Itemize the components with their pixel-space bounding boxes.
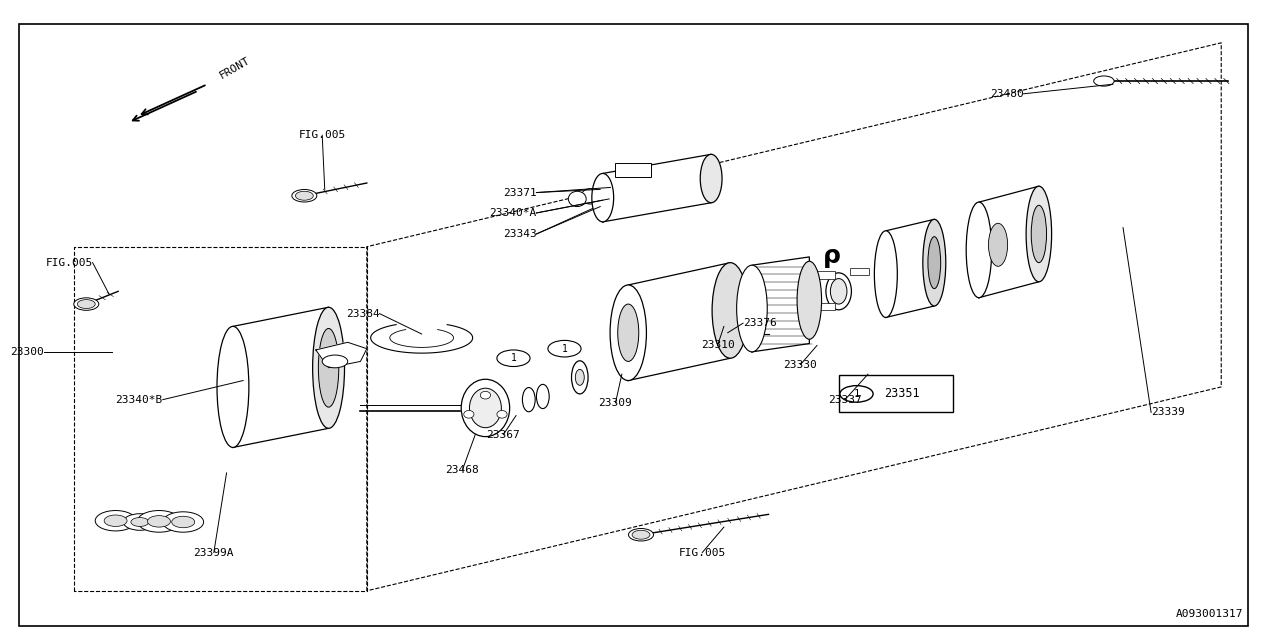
- Text: 23376: 23376: [742, 318, 777, 328]
- Text: 23339: 23339: [1151, 408, 1185, 417]
- Text: 23343: 23343: [503, 229, 536, 239]
- Text: 23340*A: 23340*A: [489, 208, 536, 218]
- Text: 1: 1: [854, 389, 860, 399]
- Ellipse shape: [470, 388, 502, 428]
- Polygon shape: [979, 186, 1039, 298]
- Text: 1: 1: [511, 353, 516, 364]
- Circle shape: [840, 386, 873, 402]
- Ellipse shape: [923, 220, 946, 306]
- Circle shape: [741, 330, 756, 338]
- Bar: [815, 271, 835, 278]
- Ellipse shape: [571, 361, 588, 394]
- Circle shape: [632, 531, 650, 540]
- Circle shape: [323, 355, 348, 368]
- Text: 23399A: 23399A: [193, 548, 234, 557]
- Circle shape: [104, 515, 127, 527]
- Circle shape: [628, 529, 654, 541]
- Ellipse shape: [737, 265, 767, 352]
- Ellipse shape: [988, 223, 1007, 266]
- Ellipse shape: [480, 392, 490, 399]
- Circle shape: [137, 511, 180, 532]
- Ellipse shape: [463, 410, 474, 418]
- Polygon shape: [233, 307, 329, 447]
- Ellipse shape: [461, 380, 509, 436]
- Polygon shape: [603, 154, 712, 222]
- Polygon shape: [316, 342, 367, 368]
- Polygon shape: [886, 220, 934, 317]
- Circle shape: [548, 340, 581, 357]
- Ellipse shape: [218, 326, 248, 447]
- Ellipse shape: [312, 307, 344, 428]
- Bar: [838, 376, 954, 412]
- Bar: [815, 303, 835, 310]
- Circle shape: [131, 518, 148, 527]
- Ellipse shape: [618, 304, 639, 362]
- Polygon shape: [751, 257, 809, 352]
- Text: 1: 1: [562, 344, 567, 354]
- Ellipse shape: [966, 202, 992, 298]
- Circle shape: [74, 298, 99, 310]
- Circle shape: [147, 516, 170, 527]
- Ellipse shape: [874, 231, 897, 317]
- Text: FIG.005: FIG.005: [45, 258, 92, 268]
- Polygon shape: [628, 262, 731, 381]
- Text: FIG.005: FIG.005: [298, 130, 346, 140]
- Ellipse shape: [1032, 205, 1047, 262]
- Circle shape: [123, 514, 156, 531]
- Text: 23468: 23468: [445, 465, 479, 475]
- Ellipse shape: [797, 261, 822, 339]
- Circle shape: [95, 511, 136, 531]
- Ellipse shape: [826, 273, 851, 310]
- Ellipse shape: [591, 173, 613, 222]
- Ellipse shape: [700, 154, 722, 203]
- Ellipse shape: [497, 410, 507, 418]
- Circle shape: [292, 189, 317, 202]
- Ellipse shape: [1027, 186, 1052, 282]
- Text: 23480: 23480: [989, 89, 1024, 99]
- Ellipse shape: [831, 278, 847, 304]
- Ellipse shape: [581, 189, 599, 204]
- Ellipse shape: [611, 285, 646, 381]
- Circle shape: [77, 300, 95, 308]
- Text: A093001317: A093001317: [1175, 609, 1243, 620]
- Text: 23309: 23309: [599, 398, 632, 408]
- Text: ρ: ρ: [823, 244, 841, 268]
- Ellipse shape: [319, 328, 339, 407]
- Text: FIG.005: FIG.005: [678, 548, 726, 557]
- Text: 23371: 23371: [503, 188, 536, 198]
- Ellipse shape: [575, 369, 584, 385]
- Circle shape: [296, 191, 314, 200]
- Text: 23310: 23310: [700, 340, 735, 351]
- Text: 23330: 23330: [783, 360, 818, 370]
- Text: 23337: 23337: [828, 395, 861, 404]
- Ellipse shape: [568, 191, 586, 207]
- Text: FRONT: FRONT: [218, 56, 252, 81]
- Text: 23340*B: 23340*B: [115, 395, 163, 404]
- Text: 23351: 23351: [884, 387, 920, 401]
- Bar: [616, 163, 652, 177]
- Circle shape: [172, 516, 195, 528]
- Ellipse shape: [928, 237, 941, 289]
- Text: 23300: 23300: [10, 347, 45, 357]
- Ellipse shape: [712, 262, 749, 358]
- Ellipse shape: [522, 388, 535, 412]
- Text: 23367: 23367: [486, 429, 520, 440]
- Text: 23384: 23384: [346, 308, 380, 319]
- Circle shape: [163, 512, 204, 532]
- Circle shape: [497, 350, 530, 367]
- Circle shape: [1093, 76, 1114, 86]
- Ellipse shape: [536, 385, 549, 408]
- Bar: [850, 268, 869, 275]
